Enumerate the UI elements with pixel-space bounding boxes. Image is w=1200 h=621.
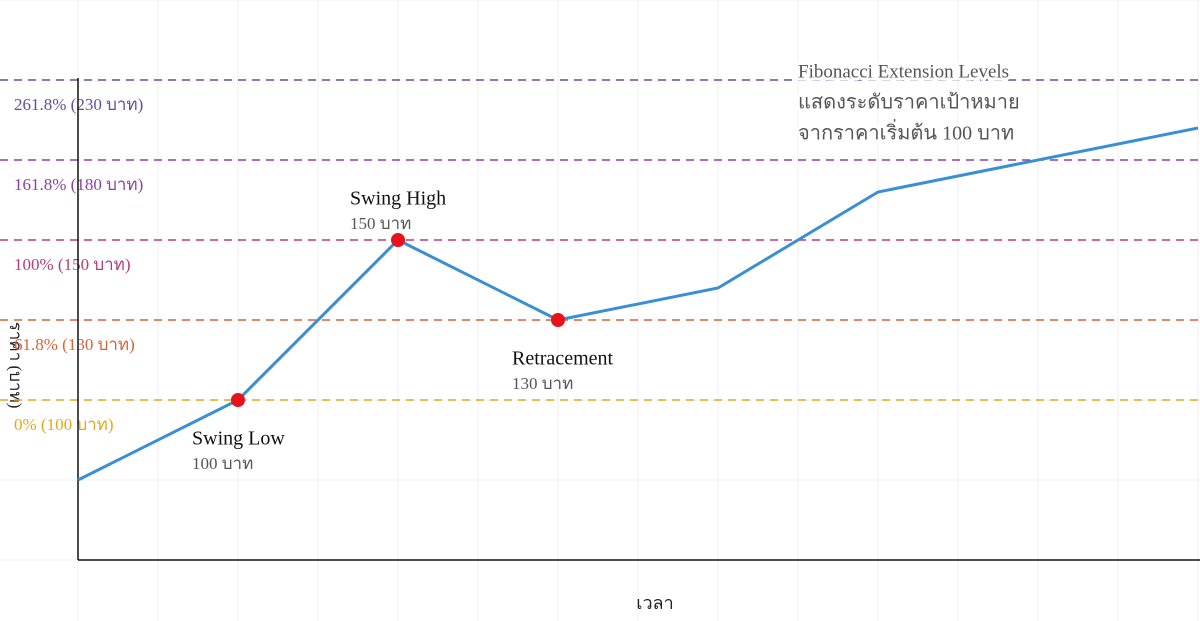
chart-title: แสดงระดับราคาเป้าหมาย [798,92,1020,114]
level-label: 100% (150 บาท) [14,255,131,274]
chart-title: จากราคาเริ่มต้น 100 บาท [798,119,1014,145]
level-label: 0% (100 บาท) [14,415,114,434]
annotation-title: Swing Low [192,428,285,450]
annotation-title: Swing High [350,188,446,210]
x-axis-label: เวลา [636,593,673,614]
chart-title: Fibonacci Extension Levels [798,61,1009,82]
annotation-title: Retracement [512,348,613,370]
annotation-subtitle: 150 บาท [350,214,411,233]
annotation-subtitle: 130 บาท [512,374,573,393]
key-point [231,393,245,407]
annotation-subtitle: 100 บาท [192,454,253,473]
key-point [391,233,405,247]
level-label: 61.8% (130 บาท) [14,335,135,354]
y-axis-label: ราคา (บาท) [6,322,25,409]
key-point [551,313,565,327]
